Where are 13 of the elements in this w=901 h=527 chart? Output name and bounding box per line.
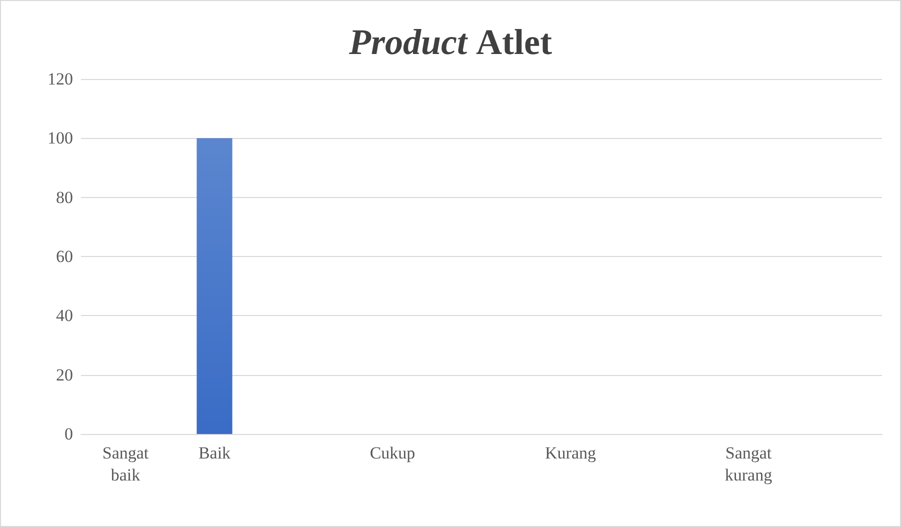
- x-tick-label: Baik: [198, 444, 232, 462]
- x-tick-label: Sangat baik: [102, 444, 149, 484]
- x-tick-label: Kurang: [545, 444, 596, 462]
- y-tick-label: 20: [56, 365, 73, 384]
- y-tick-label: 120: [48, 70, 73, 88]
- x-tick-label: Sangat kurang: [724, 444, 773, 484]
- y-tick-label: 100: [48, 128, 73, 148]
- y-tick-label: 60: [56, 247, 73, 266]
- y-tick-label: 0: [64, 424, 73, 444]
- x-tick-label: Cukup: [370, 444, 416, 462]
- chart-title: Product Atlet: [348, 22, 552, 62]
- y-tick-label: 40: [56, 306, 73, 326]
- y-tick-label: 80: [56, 188, 73, 207]
